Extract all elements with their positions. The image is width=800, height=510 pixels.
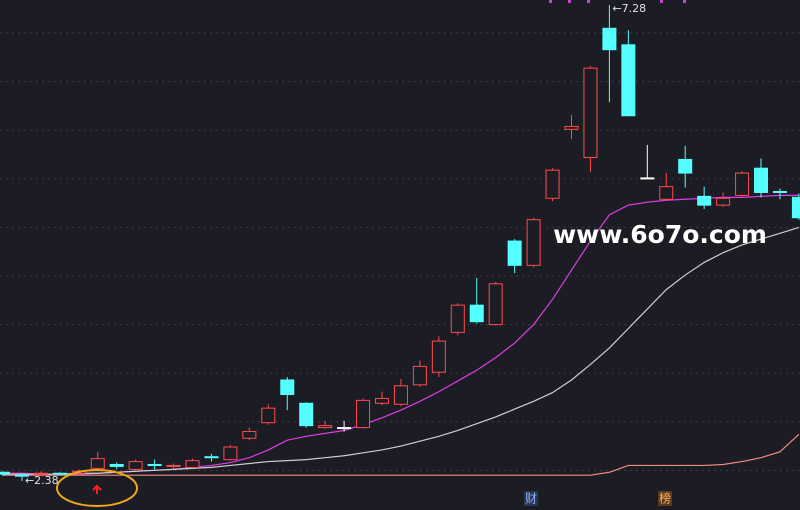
candle-body	[185, 460, 200, 468]
moving-average	[3, 226, 800, 475]
candle-body	[772, 191, 787, 194]
dot	[683, 0, 686, 3]
dot	[660, 0, 663, 3]
tag-box	[658, 491, 672, 506]
candle-body	[337, 427, 352, 430]
watermark: www.6o7o.com	[553, 220, 767, 249]
candle-body	[14, 474, 29, 477]
tag-box	[524, 491, 538, 506]
event-tag: 财	[525, 492, 537, 506]
candle-body	[545, 169, 560, 199]
candle-body	[754, 167, 768, 193]
candle-body	[791, 196, 800, 219]
moving-average	[3, 433, 800, 476]
candle-body	[697, 195, 712, 206]
extreme-label: ←7.28	[612, 2, 646, 15]
candle-body	[318, 425, 333, 429]
extreme-label: ←2.38	[25, 474, 59, 487]
candle-body	[678, 158, 693, 174]
candle-body	[128, 461, 143, 470]
candle-body	[621, 44, 636, 117]
candle-body	[716, 197, 731, 206]
candle-body	[242, 430, 257, 439]
candle-body	[299, 402, 314, 427]
candle-body	[583, 67, 598, 159]
candle-body	[261, 407, 276, 424]
candle-body	[564, 125, 579, 130]
dot	[587, 0, 590, 3]
candle-body	[166, 464, 181, 467]
candle-body	[280, 379, 295, 396]
top-dots	[549, 0, 686, 3]
highlight-circle	[56, 469, 138, 507]
candle-body	[356, 399, 371, 429]
candle-body	[640, 177, 655, 180]
candle-body	[659, 186, 674, 200]
candle-body	[469, 304, 484, 323]
candle-body	[90, 458, 105, 469]
up-arrow	[92, 484, 102, 494]
candle-body	[450, 304, 465, 333]
candle-body	[735, 172, 750, 196]
candle-body	[393, 385, 408, 405]
candle-body	[507, 240, 522, 266]
candle-body	[223, 446, 238, 461]
candle-body	[109, 463, 124, 467]
plot: ←7.28 ←2.38	[0, 2, 800, 487]
candle-body	[0, 471, 10, 475]
candle-body	[375, 397, 389, 404]
candle-body	[204, 456, 219, 459]
event-tag: 榜	[659, 491, 671, 506]
candle-body	[52, 472, 67, 475]
candle-body	[488, 283, 503, 326]
candle-body	[602, 27, 617, 51]
candle-body	[412, 365, 427, 386]
candle-body	[431, 340, 446, 373]
dot	[568, 0, 571, 3]
candle-body	[33, 472, 48, 475]
dot	[549, 0, 552, 3]
candle-body	[526, 219, 541, 266]
candle-body	[147, 463, 162, 466]
